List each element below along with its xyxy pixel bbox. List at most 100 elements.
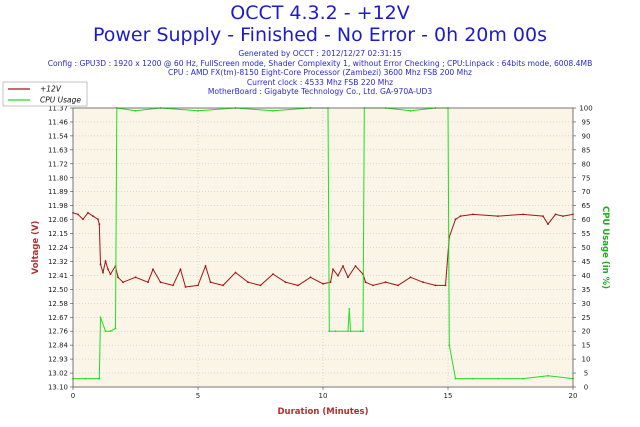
y-tick-label-left: 12.76 [48,328,69,336]
cpu-usage-point [98,377,101,380]
series-lines [72,107,574,380]
x-tick-label: 10 [319,392,328,400]
x-tick-label: 20 [569,392,578,400]
y-tick-label-left: 12.58 [48,300,68,308]
voltage-point [197,284,199,287]
voltage-point [454,218,457,221]
voltage-point [372,284,374,287]
cpu-usage-point [497,377,499,380]
voltage-point [222,284,224,287]
voltage-point [322,282,324,285]
cpu-usage-point [547,374,549,377]
y-tick-label-right: 55 [582,230,591,238]
y-tick-label-right: 35 [582,286,591,294]
y-tick-label-left: 11.54 [48,132,69,140]
voltage-point [332,268,334,271]
y-tick-label-right: 70 [582,188,591,196]
y-tick-label-right: 30 [582,300,591,308]
info-line-motherboard: MotherBoard : Gigabyte Technology Co., L… [207,87,433,96]
y-tick-label-right: 5 [584,370,588,378]
voltage-point [204,265,207,267]
voltage-point [384,281,387,284]
cpu-usage-point [114,327,117,330]
voltage-point [309,276,312,279]
y-tick-label-left: 12.50 [48,286,68,294]
voltage-point [87,211,89,214]
cpu-usage-point [409,109,412,112]
cpu-usage-point [99,316,102,319]
voltage-point [522,213,524,216]
voltage-point [159,281,162,284]
legend: +12V CPU Usage [2,81,88,107]
y-tick-label-right: 45 [582,258,591,266]
y-tick-label-right: 95 [582,118,591,126]
cpu-usage-point [97,377,99,380]
voltage-point [434,284,437,287]
y-tick-label-right: 80 [582,160,591,168]
cpu-usage-point [334,330,337,333]
x-tick-label: 15 [444,392,453,400]
y-tick-label-left: 11.72 [48,160,68,168]
y-tick-label-left: 11.63 [48,146,68,154]
legend-label-voltage: +12V [40,85,62,94]
y-tick-label-left: 12.41 [48,272,68,280]
voltage-point [109,273,112,275]
y-tick-label-right: 60 [582,216,591,224]
voltage-point [472,213,474,216]
y-tick-label-right: 15 [582,342,591,350]
y-tick-label-right: 25 [582,314,591,322]
voltage-point [422,281,424,284]
y-axis-label-left: Voltage (V) [31,220,41,274]
voltage-point [97,218,99,221]
y-tick-label-left: 11.46 [48,118,69,126]
voltage-point [259,284,262,287]
cpu-usage-point [134,109,137,112]
voltage-point [102,271,104,274]
voltage-point [497,215,499,218]
voltage-point [554,213,557,216]
cpu-usage-point [349,330,352,333]
voltage-point [184,286,187,288]
info-line-clock: Current clock : 4533 Mhz FSB 220 Mhz [246,77,394,87]
voltage-point [134,276,137,279]
y-tick-label-left: 12.24 [48,244,69,252]
voltage-point [104,260,107,263]
x-tick-label: 5 [196,392,200,400]
y-tick-label-right: 40 [582,272,591,280]
y-tick-label-left: 13.10 [48,384,68,392]
voltage-point [354,265,357,267]
x-axis-label: Duration (Minutes) [278,407,369,417]
cpu-usage-point [472,377,474,380]
voltage-point [364,281,367,284]
y-tick-label-left: 12.06 [48,216,69,224]
plot-frame [72,107,574,388]
grid-lines [73,108,573,387]
voltage-point [82,218,84,221]
y-tick-label-right: 65 [582,202,591,210]
cpu-usage-point [448,344,451,346]
voltage-series-line [72,212,574,288]
voltage-point [179,268,182,271]
y-tick-label-left: 12.93 [48,356,68,364]
voltage-point [444,284,447,287]
cpu-usage-point [197,109,199,112]
y-tick-label-left: 12.32 [48,258,68,266]
voltage-point [77,213,79,216]
cpu-usage-point [328,330,331,333]
voltage-point [459,215,462,218]
y-tick-label-right: 75 [582,174,591,182]
voltage-point [172,284,174,287]
voltage-point [272,273,274,275]
y-tick-label-right: 0 [584,384,588,392]
voltage-point [329,281,332,284]
cpu-usage-point [359,330,362,333]
y-tick-label-left: 13.02 [48,370,68,378]
cpu-usage-point [84,377,87,380]
cpu-usage-point [522,377,524,380]
voltage-point [99,263,102,266]
cpu-usage-point [362,330,364,333]
voltage-point [337,274,339,277]
voltage-point [347,276,349,279]
legend-label-cpu: CPU Usage [40,96,81,105]
